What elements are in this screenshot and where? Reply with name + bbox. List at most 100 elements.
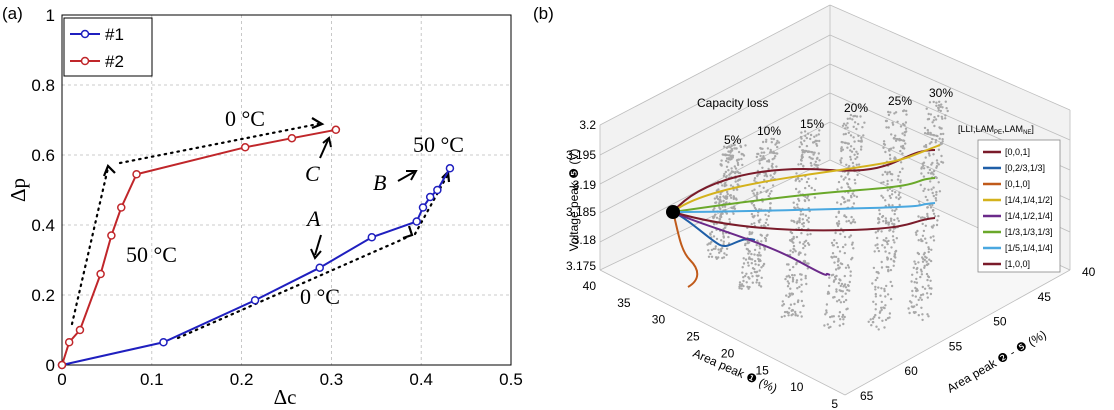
scatter-point	[795, 281, 798, 284]
scatter-point	[757, 259, 761, 263]
scatter-point	[922, 167, 926, 170]
scatter-point	[840, 262, 844, 266]
scatter-point	[892, 146, 895, 149]
scatter-point	[793, 302, 796, 306]
scatter-point	[915, 267, 918, 271]
scatter-point	[753, 179, 756, 182]
legend-marker-1	[80, 29, 90, 39]
legend-marker-2	[80, 56, 90, 66]
scatter-point	[849, 187, 852, 190]
scatter-point	[917, 298, 920, 302]
data-point	[117, 203, 126, 212]
y-tick-labels: 40 45 50 55 60 65	[860, 265, 1096, 403]
scatter-point	[889, 111, 892, 114]
capacity-loss-label: 15%	[800, 117, 824, 131]
scatter-point	[750, 202, 754, 205]
scatter-point	[760, 151, 763, 154]
scatter-point	[844, 141, 847, 145]
scatter-point	[901, 152, 904, 155]
scatter-point	[848, 280, 851, 284]
scatter-point	[891, 204, 894, 207]
scatter-point	[843, 201, 846, 204]
scatter-point	[940, 115, 943, 119]
scatter-point	[891, 173, 894, 176]
x-tick-label: 0.5	[499, 370, 523, 389]
scatter-point	[884, 219, 888, 222]
scatter-point	[851, 118, 854, 121]
scatter-point	[924, 237, 927, 240]
scatter-point	[765, 175, 769, 178]
scatter-point	[762, 155, 765, 158]
scatter-point	[844, 127, 847, 130]
scatter-point	[848, 199, 851, 202]
scatter-point	[813, 151, 816, 154]
scatter-point	[732, 188, 735, 192]
legend-label: [1/4,1/2,1/4]	[1005, 211, 1053, 221]
scatter-point	[848, 289, 851, 292]
scatter-point	[791, 280, 795, 283]
scatter-point	[891, 189, 894, 193]
scatter-point	[926, 212, 929, 216]
scatter-point	[842, 300, 846, 304]
scatter-point	[921, 239, 924, 243]
scatter-point	[882, 306, 885, 309]
scatter-point	[807, 199, 811, 202]
scatter-point	[760, 158, 763, 161]
scatter-point	[897, 197, 900, 201]
scatter-point	[934, 197, 937, 200]
scatter-point	[873, 250, 876, 253]
scatter-point	[753, 248, 757, 252]
scatter-point	[806, 197, 809, 200]
scatter-point	[742, 257, 745, 260]
scatter-point	[809, 232, 812, 236]
scatter-point	[843, 235, 847, 239]
data-point	[433, 185, 442, 195]
scatter-point	[927, 284, 930, 287]
scatter-point	[896, 120, 899, 124]
scatter-point	[926, 296, 929, 299]
scatter-point	[738, 281, 742, 284]
scatter-point	[846, 146, 849, 149]
scatter-point	[901, 132, 904, 135]
scatter-point	[750, 212, 754, 216]
scatter-point	[875, 325, 878, 328]
scatter-point	[750, 222, 753, 226]
scatter-point	[825, 309, 828, 312]
scatter-point	[925, 241, 928, 245]
scatter-point	[784, 277, 787, 281]
scatter-point	[767, 194, 770, 198]
scatter-point	[751, 281, 754, 284]
scatter-point	[922, 229, 926, 233]
scatter-point	[930, 188, 933, 191]
scatter-point	[889, 258, 893, 261]
scatter-point	[939, 109, 942, 113]
scatter-point	[802, 225, 805, 228]
scatter-point	[721, 212, 724, 215]
scatter-point	[759, 191, 762, 194]
trajectory-1-3-1-3-1-3	[672, 177, 936, 213]
scatter-point	[883, 289, 886, 293]
scatter-point	[894, 111, 898, 114]
scatter-point	[929, 236, 932, 239]
scatter-point	[856, 173, 859, 177]
scatter-point	[940, 127, 943, 130]
scatter-point	[902, 139, 906, 142]
scatter-point	[855, 150, 858, 153]
z-tick-label: 3.195	[566, 148, 596, 162]
scatter-point	[855, 195, 859, 198]
scatter-point	[935, 166, 938, 169]
scatter-point	[832, 244, 835, 247]
scatter-point	[736, 170, 739, 174]
scatter-point	[893, 223, 896, 226]
scatter-point	[886, 242, 889, 246]
scatter-point	[837, 257, 840, 261]
scatter-point	[898, 203, 901, 207]
scatter-point	[833, 239, 836, 242]
scatter-point	[937, 214, 940, 218]
scatter-point	[722, 174, 726, 178]
scatter-point	[709, 233, 712, 236]
scatter-point	[880, 266, 884, 269]
scatter-point	[849, 234, 853, 237]
scatter-point	[920, 172, 923, 175]
capacity-loss-label: 20%	[844, 101, 868, 115]
